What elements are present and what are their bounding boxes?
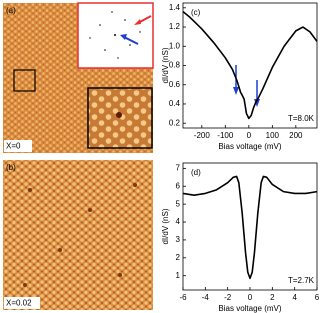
y-tick-label: 1.2 — [169, 22, 181, 31]
x-tick-label: 200 — [289, 131, 303, 140]
curve — [182, 11, 318, 120]
x-tick-label: -4 — [202, 293, 210, 302]
curve — [182, 175, 318, 280]
y-tick-label: 3 — [176, 235, 181, 244]
plot-frame — [182, 162, 318, 291]
y-tick-label: 0.6 — [169, 80, 181, 89]
y-tick-label: 0.2 — [169, 118, 181, 127]
y-tick-label: 2 — [176, 253, 181, 262]
x-tick-label: -6 — [179, 293, 187, 302]
y-tick-label: 5 — [176, 199, 181, 208]
x-tick-label: -100 — [217, 131, 234, 140]
stm-image-a: (a) X=0 — [3, 2, 154, 153]
y-tick-label: 1.4 — [169, 3, 181, 12]
panel-label: (c) — [191, 8, 201, 17]
x-tick-label: -2 — [224, 293, 232, 302]
y-tick-label: 7 — [176, 163, 181, 172]
image-annotation: X=0 — [6, 142, 21, 151]
x-axis-label: Bias voltage (mV) — [218, 142, 281, 151]
x-tick-label: 4 — [292, 293, 297, 302]
stm-image-b: (b) X=0.02 — [3, 160, 153, 310]
y-tick-label: 6 — [176, 181, 181, 190]
y-tick-label: 0.4 — [169, 99, 181, 108]
x-axis-label: Bias voltage (mV) — [218, 304, 281, 313]
image-annotation: X=0.02 — [6, 299, 32, 308]
panel-label: (b) — [6, 163, 16, 172]
panel-label: (a) — [6, 6, 16, 15]
x-tick-label: 0 — [248, 293, 253, 302]
y-axis-label: dI/dV (nS) — [161, 208, 170, 244]
annotation: T=8.0K — [288, 114, 315, 123]
y-tick-label: 0.8 — [169, 61, 181, 70]
x-tick-label: 100 — [266, 131, 280, 140]
x-tick-label: 0 — [247, 131, 252, 140]
x-tick-label: 2 — [270, 293, 275, 302]
y-tick-label: 1 — [176, 271, 181, 280]
x-tick-label: 6 — [315, 293, 320, 302]
y-tick-label: 1.0 — [169, 41, 181, 50]
plot-frame — [182, 2, 318, 129]
y-axis-label: dI/dV (nS) — [161, 47, 170, 83]
y-tick-label: 4 — [176, 217, 181, 226]
annotation: T=2.7K — [288, 276, 315, 285]
panel-label: (d) — [191, 168, 201, 177]
x-tick-label: -200 — [194, 131, 211, 140]
